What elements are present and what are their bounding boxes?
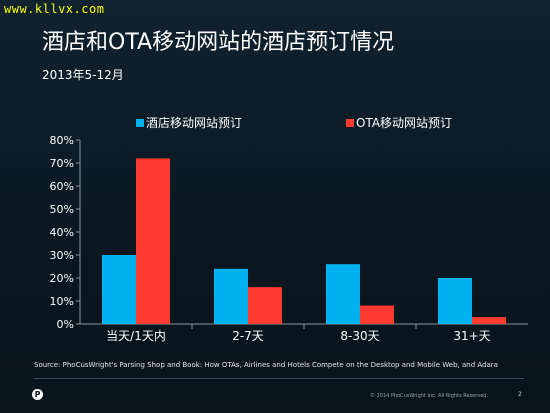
y-tick-label: 10%: [50, 295, 74, 308]
bar: [136, 158, 170, 324]
chart-subtitle: 2013年5-12月: [42, 68, 124, 82]
y-tick-label: 80%: [50, 134, 74, 147]
y-tick-label: 40%: [50, 226, 74, 239]
footer-divider: [34, 378, 524, 379]
y-tick-label: 0%: [57, 318, 74, 331]
y-tick-label: 60%: [50, 180, 74, 193]
y-tick-label: 50%: [50, 203, 74, 216]
bar-chart: 酒店移动网站预订 OTA移动网站预订 0% 10% 20% 30% 40% 50% 60% 70%…: [50, 116, 528, 343]
chart-title: 酒店和OTA移动网站的酒店预订情况: [42, 30, 395, 55]
bar: [472, 317, 506, 324]
bar: [438, 278, 472, 324]
x-tick-label: 31+天: [453, 329, 490, 343]
page-number: 2: [518, 391, 522, 398]
watermark: www.kllvx.com: [4, 2, 105, 16]
company-logo: P: [32, 389, 43, 400]
y-tick-label: 70%: [50, 157, 74, 170]
bar: [102, 255, 136, 324]
bar: [360, 305, 394, 324]
x-tick-label: 2-7天: [232, 329, 264, 343]
legend-swatch: [346, 119, 354, 127]
bar: [326, 264, 360, 324]
x-tick-label: 8-30天: [340, 329, 379, 343]
x-tick-label: 当天/1天内: [106, 329, 166, 343]
source-note: Source: PhoCusWright's Parsing Shop and …: [34, 361, 498, 369]
bar: [248, 287, 282, 324]
legend-swatch: [136, 119, 144, 127]
bar: [214, 268, 248, 324]
y-tick-label: 30%: [50, 249, 74, 262]
legend-label: 酒店移动网站预订: [146, 116, 242, 130]
legend-label: OTA移动网站预订: [356, 116, 452, 130]
copyright-text: © 2014 PhoCusWright Inc. All Rights Rese…: [370, 393, 489, 399]
y-tick-label: 20%: [50, 272, 74, 285]
